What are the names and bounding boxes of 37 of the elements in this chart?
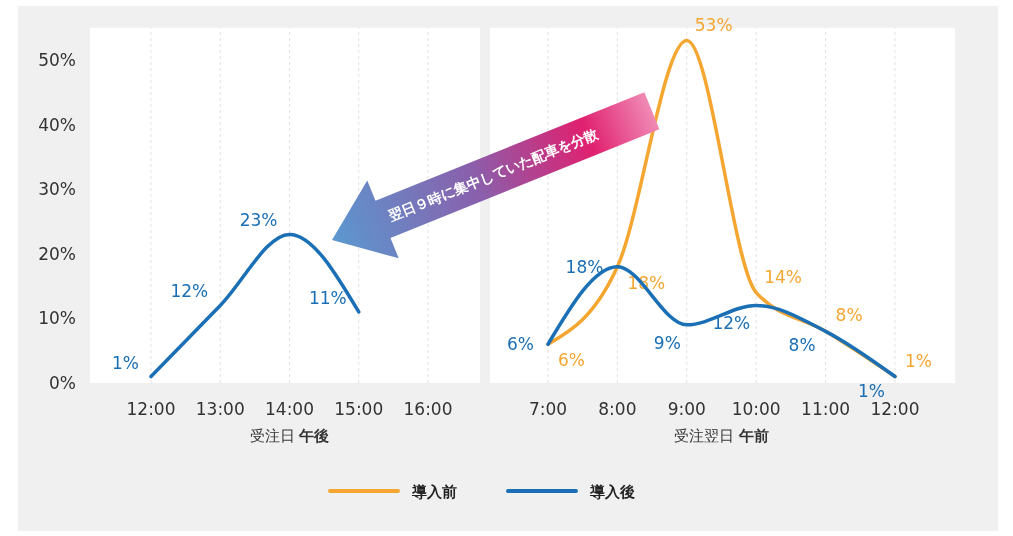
x-tick-label: 12:00 bbox=[126, 399, 176, 419]
data-label: 53% bbox=[694, 14, 733, 35]
annotation: 翌日９時に集中していた配車を分散 bbox=[385, 125, 602, 225]
data-label: 12% bbox=[170, 281, 209, 302]
y-tick-label: 10% bbox=[38, 308, 76, 329]
data-label: 1% bbox=[112, 352, 139, 373]
x-tick-label: 9:00 bbox=[667, 399, 706, 419]
y-tick-label: 50% bbox=[38, 50, 76, 70]
data-label: 11% bbox=[308, 287, 347, 308]
x-tick-label: 8:00 bbox=[598, 399, 637, 419]
x-tick-label: 15:00 bbox=[334, 399, 384, 419]
data-label: 8% bbox=[788, 335, 816, 356]
x-tick-label: 10:00 bbox=[731, 399, 781, 419]
legend-label: 導入後 bbox=[589, 483, 635, 501]
line-series bbox=[149, 232, 361, 379]
data-label: 6% bbox=[558, 350, 585, 371]
data-label: 6% bbox=[507, 334, 534, 355]
data-label: 18% bbox=[565, 256, 604, 277]
x-tick-label: 13:00 bbox=[195, 399, 245, 419]
data-label: 8% bbox=[835, 305, 863, 326]
x-axis-title: 受注翌日 午前 bbox=[674, 427, 769, 445]
x-tick-label: 12:00 bbox=[870, 399, 920, 419]
y-tick-label: 0% bbox=[49, 373, 76, 393]
x-tick-label: 16:00 bbox=[403, 399, 453, 419]
data-label: 1% bbox=[905, 350, 932, 371]
y-tick-label: 30% bbox=[38, 179, 76, 200]
y-tick-label: 40% bbox=[38, 114, 76, 135]
legend-label: 導入前 bbox=[411, 483, 457, 501]
data-label: 23% bbox=[239, 210, 278, 231]
y-tick-label: 20% bbox=[38, 243, 76, 264]
x-tick-label: 11:00 bbox=[801, 399, 851, 419]
data-label: 1% bbox=[858, 380, 885, 401]
x-tick-label: 7:00 bbox=[528, 399, 568, 419]
x-tick-label: 14:00 bbox=[265, 399, 314, 419]
x-axis-title: 受注日 午後 bbox=[249, 427, 330, 445]
data-label: 14% bbox=[764, 266, 802, 287]
data-label: 9% bbox=[653, 332, 681, 353]
